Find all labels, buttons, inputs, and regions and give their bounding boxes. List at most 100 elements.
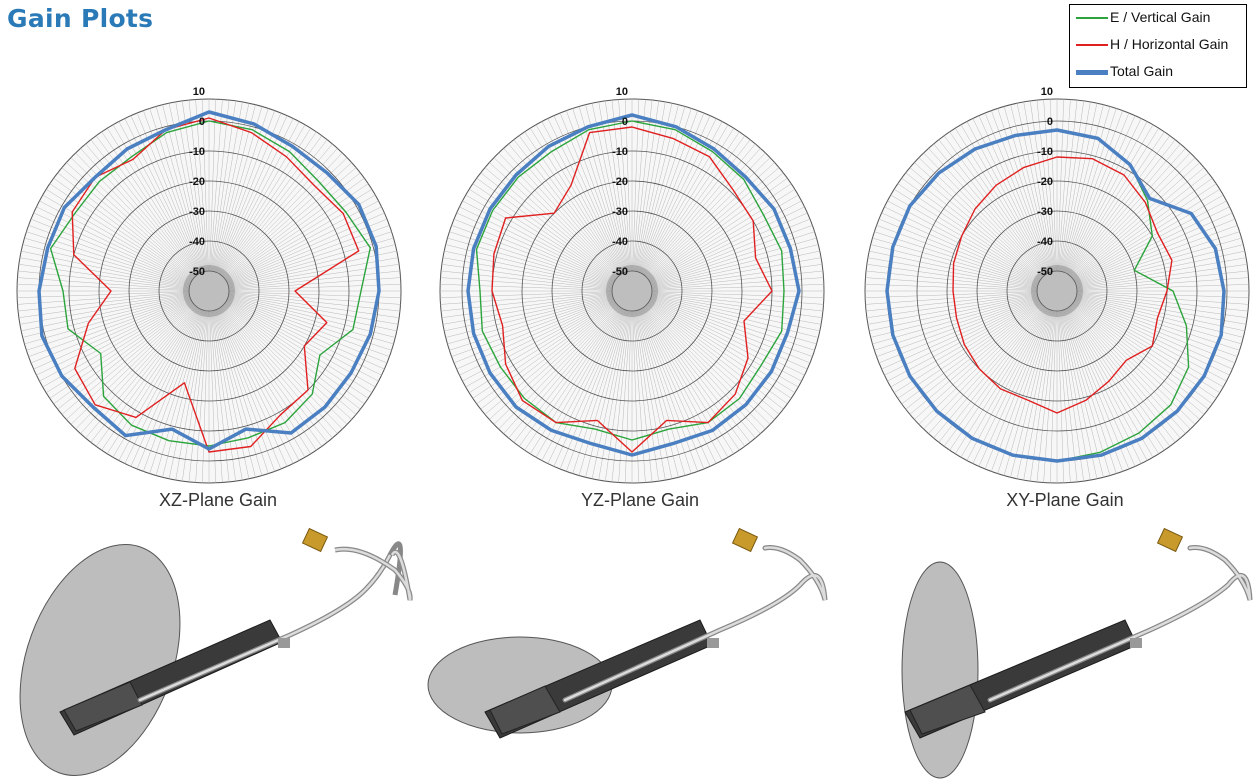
polar-spoke bbox=[1067, 128, 1159, 275]
polar-spoke bbox=[57, 303, 194, 410]
polar-spoke bbox=[202, 99, 209, 272]
polar-spoke bbox=[1003, 106, 1052, 272]
polar-spoke bbox=[228, 295, 396, 338]
polar-spoke bbox=[634, 100, 659, 272]
polar-spoke bbox=[1076, 284, 1249, 291]
polar-spoke bbox=[1067, 131, 1165, 275]
polar-spoke bbox=[909, 167, 1042, 279]
polar-spoke bbox=[876, 297, 1039, 357]
polar-spoke bbox=[644, 306, 751, 443]
polar-spoke bbox=[637, 310, 686, 476]
polar-spoke bbox=[598, 310, 629, 481]
polar-spoke bbox=[1070, 152, 1191, 277]
polar-spoke bbox=[1071, 157, 1196, 278]
polar-spoke bbox=[1075, 297, 1238, 357]
polar-spoke bbox=[228, 296, 394, 345]
polar-spoke bbox=[1069, 143, 1181, 276]
polar-spoke bbox=[155, 310, 204, 476]
polar-spoke bbox=[162, 310, 205, 478]
polar-spoke bbox=[933, 306, 1045, 439]
polar-spoke bbox=[887, 200, 1040, 282]
polar-spoke bbox=[130, 309, 202, 467]
polar-spoke bbox=[1075, 225, 1238, 285]
polar-spoke bbox=[226, 200, 379, 282]
legend-label-total: Total Gain bbox=[1110, 63, 1174, 79]
polar-spoke bbox=[1071, 304, 1196, 425]
polar-spoke bbox=[85, 143, 197, 276]
polar-spoke bbox=[650, 298, 808, 370]
polar-spoke bbox=[42, 194, 192, 282]
polar-spoke bbox=[17, 292, 190, 305]
polar-spoke bbox=[1076, 292, 1249, 305]
polar-spoke bbox=[228, 237, 394, 286]
polar-spoke bbox=[28, 297, 191, 357]
series-line-xy-h-horizontal-gain bbox=[952, 156, 1173, 414]
radial-tick-label: -40 bbox=[612, 236, 628, 248]
polar-spoke bbox=[647, 172, 784, 279]
polar-spoke bbox=[874, 231, 1039, 286]
polar-spoke bbox=[228, 270, 400, 290]
polar-spoke bbox=[866, 270, 1038, 290]
legend-swatch-horizontal bbox=[1076, 44, 1108, 46]
polar-spoke bbox=[228, 244, 396, 287]
radial-tick-label: 10 bbox=[1041, 86, 1053, 98]
polar-spoke bbox=[634, 310, 659, 482]
polar-spoke bbox=[228, 292, 400, 312]
polar-spoke bbox=[984, 309, 1050, 470]
polar-spoke bbox=[1075, 218, 1236, 284]
polar-spoke bbox=[897, 301, 1041, 399]
polar-center-hub bbox=[606, 265, 658, 317]
polar-grid-ring bbox=[158, 240, 260, 342]
polar-spoke bbox=[638, 309, 698, 472]
polar-spoke bbox=[1060, 101, 1091, 272]
polar-spoke bbox=[18, 264, 190, 289]
polar-spoke bbox=[1074, 200, 1227, 282]
polar-spoke bbox=[1064, 309, 1130, 470]
polar-spoke bbox=[647, 303, 780, 415]
polar-spoke bbox=[188, 310, 208, 482]
legend-swatch-vertical bbox=[1076, 17, 1108, 19]
polar-spoke bbox=[195, 310, 208, 483]
polar-spoke bbox=[869, 294, 1038, 332]
polar-spoke bbox=[905, 303, 1042, 410]
polar-spoke bbox=[182, 310, 207, 482]
polar-spoke bbox=[635, 101, 666, 272]
polar-spoke bbox=[228, 277, 401, 290]
polar-spoke bbox=[216, 309, 282, 470]
polar-spoke bbox=[188, 100, 208, 272]
polar-spoke bbox=[1076, 294, 1245, 332]
polar-spoke bbox=[209, 99, 216, 272]
polar-spoke bbox=[1064, 115, 1136, 273]
polar-grid-ring bbox=[98, 180, 320, 402]
polar-spoke bbox=[644, 143, 756, 276]
polar-spoke bbox=[876, 225, 1039, 285]
polar-spoke bbox=[632, 99, 639, 272]
polar-spoke bbox=[1043, 310, 1056, 483]
polar-spoke bbox=[124, 308, 201, 464]
series-line-yz-h-horizontal-gain bbox=[491, 126, 773, 453]
polar-spoke bbox=[643, 135, 746, 275]
polar-spoke bbox=[572, 309, 627, 474]
polar-spoke bbox=[646, 304, 775, 420]
polar-spoke bbox=[618, 310, 631, 483]
polar-spoke bbox=[90, 139, 197, 276]
legend-item-horizontal: H / Horizontal Gain bbox=[1070, 34, 1246, 56]
polar-spoke bbox=[914, 162, 1043, 278]
polar-spoke bbox=[218, 308, 300, 461]
radial-tick-label: -50 bbox=[189, 266, 205, 278]
polar-spoke bbox=[17, 291, 190, 298]
radial-tick-label: -40 bbox=[1037, 236, 1053, 248]
polar-spoke bbox=[1060, 310, 1091, 481]
polar-spoke bbox=[865, 292, 1038, 305]
polar-spoke bbox=[227, 218, 388, 284]
polar-spoke bbox=[578, 106, 627, 272]
polar-spoke bbox=[918, 304, 1043, 425]
polar-spoke bbox=[224, 167, 357, 279]
polar-spoke bbox=[19, 294, 190, 325]
polar-spoke bbox=[866, 293, 1038, 318]
polar-spoke bbox=[1036, 100, 1056, 272]
series-line-xz-h-horizontal-gain bbox=[71, 117, 360, 453]
polar-spoke bbox=[637, 108, 692, 273]
